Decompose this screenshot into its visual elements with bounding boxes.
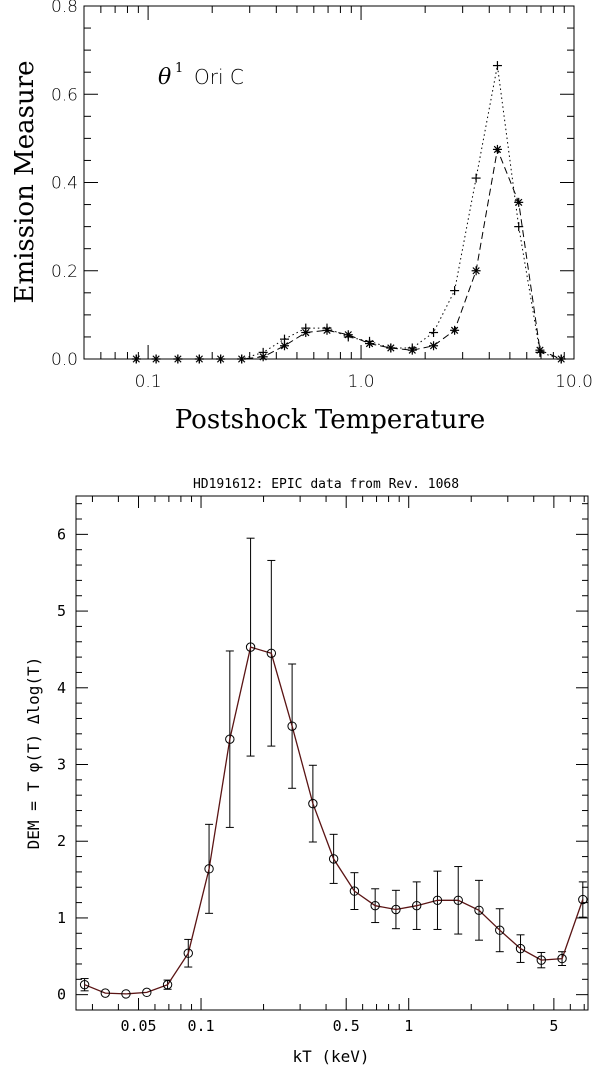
annotation-symbol: θ xyxy=(158,65,171,90)
open-circle-marker xyxy=(162,979,173,990)
plus-marker xyxy=(514,222,524,232)
open-circle-marker xyxy=(370,900,380,911)
y-tick-label: 0 xyxy=(57,986,66,1004)
open-circle-marker xyxy=(349,886,360,896)
asterisk-marker xyxy=(301,328,311,338)
y-tick-label: 0.6 xyxy=(51,85,78,105)
plot-frame xyxy=(75,495,589,1011)
x-tick-labels: 0.1 1.0 10.0 xyxy=(135,372,593,392)
plus-marker xyxy=(471,173,481,183)
open-circle-marker xyxy=(287,721,297,731)
y-tick-label: 1 xyxy=(57,909,66,927)
open-circle-marker xyxy=(391,904,401,915)
open-circle-marker xyxy=(308,798,318,809)
x-tick-label: 0.5 xyxy=(333,1017,360,1035)
annotation-superscript: 1 xyxy=(175,61,183,76)
open-circle-marker xyxy=(266,648,277,658)
open-circle-marker xyxy=(495,925,505,935)
asterisk-marker xyxy=(343,330,353,340)
y-axis-label: DEM = T φ(T) Δlog(T) xyxy=(24,657,43,850)
asterisk-marker xyxy=(237,354,247,364)
y-tick-label: 5 xyxy=(57,602,66,620)
series-asterisk-markers xyxy=(131,144,566,364)
x-tick-label: 1 xyxy=(404,1017,413,1035)
x-tick-labels: 0.05 0.1 0.5 1 5 xyxy=(120,1017,558,1035)
asterisk-marker xyxy=(450,325,460,335)
y-tick-label: 3 xyxy=(57,756,66,774)
plus-marker xyxy=(450,286,460,296)
chart-title: HD191612: EPIC data from Rev. 1068 xyxy=(193,477,459,492)
y-axis-label: Emission Measure xyxy=(10,60,40,303)
open-circle-marker xyxy=(515,943,526,954)
open-circle-marker xyxy=(474,905,484,915)
error-bars xyxy=(80,537,587,992)
annotation-text: Ori C xyxy=(194,65,244,89)
asterisk-marker xyxy=(535,345,545,355)
asterisk-marker xyxy=(471,266,481,276)
asterisk-marker xyxy=(216,354,226,364)
y-tick-labels: 0 1 2 3 4 5 6 xyxy=(57,525,66,1003)
open-circle-marker xyxy=(100,988,111,998)
asterisk-marker xyxy=(322,325,332,335)
open-circle-marker xyxy=(121,989,131,999)
x-tick-label: 0.05 xyxy=(120,1017,156,1035)
open-circle-marker xyxy=(536,955,546,965)
x-tick-label: 1.0 xyxy=(348,372,375,392)
asterisk-marker xyxy=(194,354,204,364)
plot-frame xyxy=(83,5,575,360)
open-circle-marker xyxy=(142,987,152,998)
asterisk-marker xyxy=(492,144,502,154)
chart-emission-measure: 0.0 0.2 0.4 0.6 0.8 0.1 1.0 10.0 θ 1 Ori C Pos… xyxy=(10,0,593,435)
open-circle-marker xyxy=(432,895,443,905)
open-circle-marker xyxy=(245,642,256,652)
asterisk-marker xyxy=(429,341,439,351)
x-axis-label: Postshock Temperature xyxy=(175,405,486,435)
y-tick-labels: 0.0 0.2 0.4 0.6 0.8 xyxy=(51,0,78,370)
open-circle-marker xyxy=(557,953,567,964)
y-tick-label: 0.2 xyxy=(51,262,78,282)
open-circle-marker xyxy=(411,900,422,911)
open-circle-marker xyxy=(225,734,235,744)
x-tick-label: 10.0 xyxy=(555,372,593,392)
open-circle-marker xyxy=(578,894,588,905)
axis-ticks xyxy=(76,496,588,1011)
asterisk-marker xyxy=(173,354,183,364)
asterisk-marker xyxy=(258,352,268,362)
asterisk-marker xyxy=(279,341,289,351)
asterisk-marker xyxy=(365,339,375,349)
axis-ticks xyxy=(83,5,575,360)
series-plus-line xyxy=(136,65,562,360)
dem-line xyxy=(84,646,584,995)
x-tick-label: 5 xyxy=(549,1017,558,1035)
x-tick-label: 0.1 xyxy=(187,1017,214,1035)
asterisk-marker xyxy=(151,354,161,364)
open-circle-marker xyxy=(204,864,214,874)
plus-marker xyxy=(492,61,502,71)
asterisk-marker xyxy=(131,354,141,364)
open-circle-marker xyxy=(453,895,463,905)
asterisk-marker xyxy=(407,345,417,355)
y-tick-label: 4 xyxy=(57,679,66,697)
dem-markers xyxy=(79,642,588,999)
y-tick-label: 0.4 xyxy=(51,174,78,194)
asterisk-marker xyxy=(386,343,396,353)
open-circle-marker xyxy=(328,854,339,864)
open-circle-marker xyxy=(183,948,193,958)
chart-dem: HD191612: EPIC data from Rev. 1068 0 1 2 3 4… xyxy=(24,477,589,1066)
series-asterisk-line xyxy=(136,147,562,360)
plus-marker xyxy=(429,328,439,338)
x-tick-label: 0.1 xyxy=(135,372,162,392)
open-circle-marker xyxy=(79,979,90,990)
y-tick-label: 0.0 xyxy=(51,350,78,370)
y-tick-label: 2 xyxy=(57,832,66,850)
asterisk-marker xyxy=(514,197,524,207)
asterisk-marker xyxy=(556,354,566,364)
x-axis-label: kT (keV) xyxy=(292,1047,369,1066)
y-tick-label: 6 xyxy=(57,525,66,543)
y-tick-label: 0.8 xyxy=(51,0,78,17)
series-plus-markers xyxy=(131,61,566,364)
